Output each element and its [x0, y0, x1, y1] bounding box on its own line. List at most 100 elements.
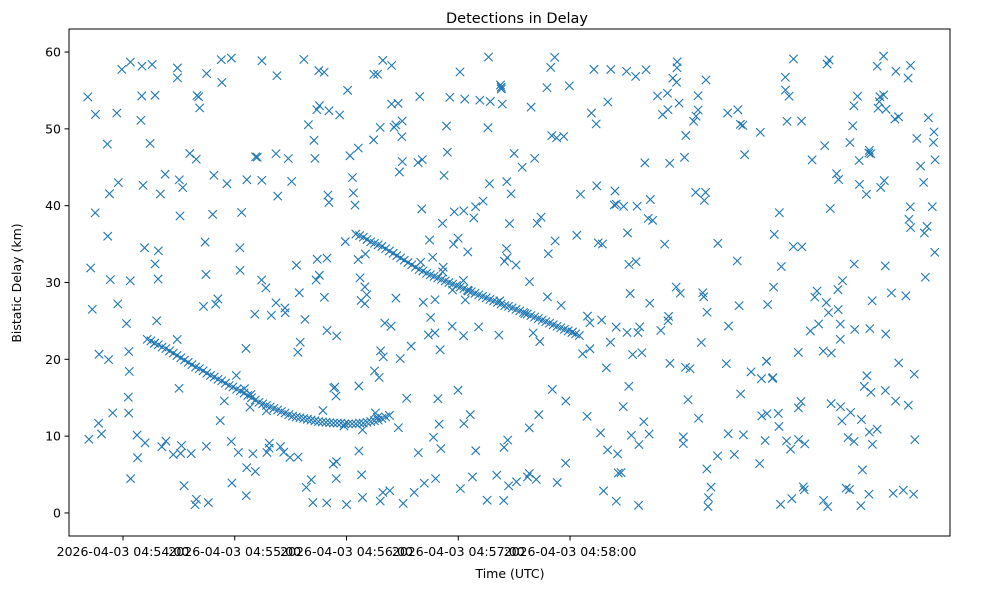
clutter-point [586, 108, 597, 118]
clutter-point [378, 487, 388, 498]
chart-title: Detections in Delay [446, 11, 588, 27]
clutter-point [561, 458, 571, 468]
clutter-point [176, 448, 186, 458]
clutter-point [283, 153, 293, 164]
clutter-point [147, 59, 157, 70]
clutter-point [309, 135, 319, 145]
clutter-point [300, 314, 310, 325]
clutter-point [90, 208, 100, 218]
clutter-point [132, 453, 143, 463]
x-tick-label: 2026-04-03 04:58:00 [504, 544, 637, 559]
clutter-point [385, 486, 395, 496]
clutter-point [740, 150, 750, 160]
clutter-point [150, 259, 160, 269]
clutter-point [436, 443, 446, 454]
clutter-point [762, 409, 772, 419]
clutter-point [592, 181, 602, 191]
clutter-point [426, 312, 436, 322]
clutter-point [245, 402, 255, 412]
clutter-point [233, 447, 243, 458]
clutter-point [909, 489, 919, 499]
clutter-point [463, 286, 473, 296]
clutter-point [406, 341, 416, 351]
clutter-point [585, 318, 595, 328]
clutter-point [645, 194, 655, 205]
clutter-point [736, 389, 746, 399]
track-point [306, 415, 316, 425]
clutter-point [369, 135, 379, 145]
clutter-point [798, 482, 808, 492]
y-tick-label: 30 [45, 275, 61, 290]
clutter-point [616, 468, 626, 478]
clutter-point [303, 120, 313, 130]
clutter-point [603, 445, 613, 455]
clutter-point [483, 52, 494, 62]
clutter-point [430, 328, 440, 338]
track-point [384, 410, 394, 420]
clutter-point [504, 481, 514, 491]
clutter-point [219, 396, 229, 406]
clutter-point [113, 299, 123, 309]
clutter-point [683, 395, 693, 405]
clutter-point [703, 501, 713, 512]
clutter-point [272, 71, 282, 81]
clutter-point [340, 237, 350, 247]
clutter-point [930, 155, 940, 165]
clutter-point [530, 153, 540, 164]
clutter-point [264, 443, 274, 453]
clutter-point [261, 406, 272, 416]
clutter-point [550, 236, 560, 246]
clutter-point [613, 468, 623, 478]
clutter-point [585, 344, 595, 354]
clutter-point [672, 57, 682, 67]
clutter-point [391, 120, 401, 130]
clutter-point [567, 327, 578, 337]
clutter-point [626, 430, 636, 440]
clutter-point [879, 51, 889, 61]
clutter-point [763, 299, 773, 310]
clutter-point [471, 202, 481, 212]
clutter-point [873, 103, 883, 113]
clutter-point [374, 372, 384, 383]
clutter-point [796, 396, 806, 407]
clutter-point [375, 496, 385, 506]
clutter-point [821, 298, 831, 308]
clutter-point [499, 256, 510, 266]
clutter-point [102, 139, 112, 149]
clutter-point [172, 63, 183, 73]
clutter-point [799, 485, 809, 495]
track-point [332, 418, 342, 428]
clutter-point [495, 80, 506, 90]
clutter-point [172, 73, 183, 83]
track-point [291, 412, 301, 422]
clutter-point [342, 85, 353, 95]
clutter-point [597, 315, 607, 325]
clutter-point [723, 108, 733, 118]
clutter-point [818, 495, 829, 506]
clutter-point [397, 116, 407, 126]
clutter-point [357, 492, 368, 503]
clutter-point [872, 424, 882, 434]
clutter-point [773, 408, 783, 418]
clutter-point [330, 382, 340, 392]
clutter-point [826, 399, 836, 409]
clutter-point [905, 202, 915, 212]
clutter-point [524, 423, 534, 433]
clutter-point [859, 381, 869, 391]
clutter-point [511, 477, 522, 487]
clutter-point [611, 322, 621, 332]
clutter-point [621, 66, 632, 76]
clutter-point [428, 252, 438, 262]
clutter-point [805, 326, 815, 336]
clutter-point [534, 410, 544, 420]
clutter-point [168, 449, 178, 460]
clutter-point [124, 366, 134, 377]
clutter-point [784, 91, 794, 101]
clutter-point [354, 446, 364, 456]
clutter-point [930, 247, 940, 257]
clutter-point [703, 493, 714, 503]
clutter-point [611, 496, 621, 506]
y-tick-label: 40 [45, 198, 61, 213]
clutter-point [611, 199, 621, 209]
clutter-point [857, 465, 867, 475]
